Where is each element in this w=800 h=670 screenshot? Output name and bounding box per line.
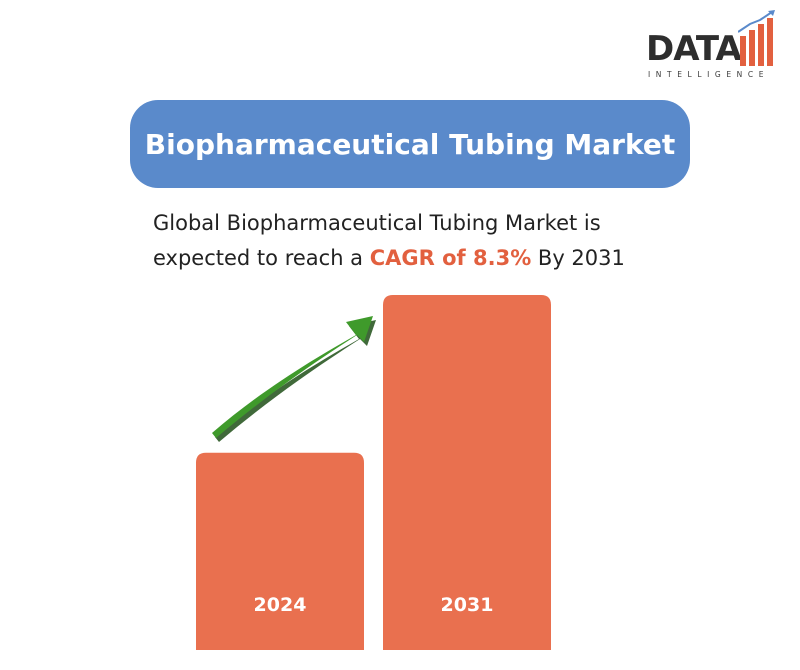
data-intelligence-logo: DATA INTELLIGENCE [646,10,780,82]
summary-line-2: expected to reach a CAGR of 8.3% By 2031 [153,241,713,276]
bar-chart-logo-icon [738,10,775,66]
market-summary: Global Biopharmaceutical Tubing Market i… [153,206,713,276]
page-title: Biopharmaceutical Tubing Market [144,127,676,161]
summary-line-1: Global Biopharmaceutical Tubing Market i… [153,211,601,235]
bar-2024 [196,452,364,650]
title-banner: Biopharmaceutical Tubing Market [130,100,690,188]
summary-prefix: expected to reach a [153,246,370,270]
logo-tagline: INTELLIGENCE [648,70,770,79]
growth-arrow-icon [212,316,376,442]
cagr-highlight: CAGR of 8.3% [369,246,532,270]
summary-suffix: By 2031 [531,246,625,270]
logo-wordmark: DATA [646,29,742,69]
bar-label-2031: 2031 [441,594,494,616]
bar-2031 [383,295,551,650]
bar-label-2024: 2024 [254,594,307,616]
